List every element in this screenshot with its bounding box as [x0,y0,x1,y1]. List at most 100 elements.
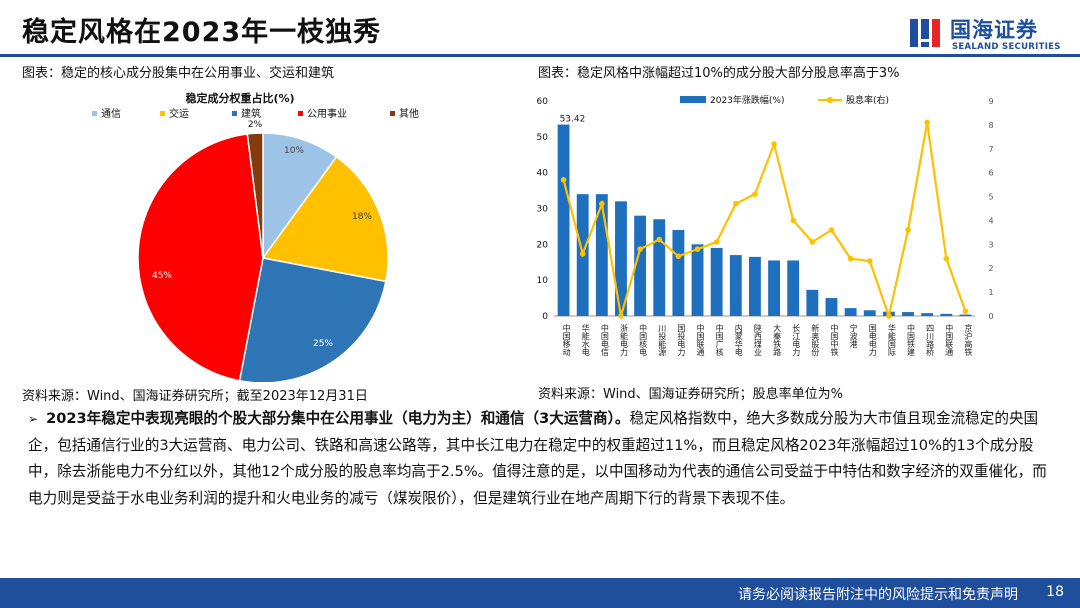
pie-legend-label: 其他 [399,107,419,120]
body-paragraph: ➢ 2023年稳定中表现亮眼的个股大部分集中在公用事业（电力为主）和通信（3大运营… [28,406,1058,512]
page-title: 稳定风格在2023年一枝独秀 [22,17,382,48]
left-chart-caption: 图表：稳定的核心成分股集中在公用事业、交运和建筑 [22,66,335,81]
x-tick-label: 新奥股份 [811,323,820,357]
x-tick-label: 华能国际 [887,323,896,357]
bar [959,314,972,316]
line-point [809,239,816,245]
pie-data-label: 10% [284,146,304,156]
y2-tick-label: 0 [988,312,993,321]
bar [729,255,742,316]
line-point [943,255,950,262]
line-point [694,246,701,252]
bar [672,230,685,316]
y2-tick-label: 2 [988,264,993,273]
legend-line-label: 股息率(右) [846,94,889,106]
line-point [560,177,567,183]
company-logo: 国海证券 SEALAND SECURITIES [908,14,1068,54]
logo-chinese: 国海证券 [950,18,1038,42]
x-tick-label: 华能水电 [581,323,590,356]
x-tick-label: 国投电力 [677,324,686,357]
pie-slice [262,132,338,261]
bar [634,215,647,316]
bar [691,244,704,316]
bar [557,124,570,316]
y2-tick-label: 1 [988,288,993,297]
dividend-line [562,122,967,321]
legend-line-marker [827,97,833,103]
x-tick-label: 四川路桥 [926,324,935,357]
y2-tick-label: 6 [988,169,993,178]
x-tick-label: 中国联通 [696,323,705,357]
x-tick-label: 内蒙华电 [734,323,743,356]
x-tick-label: 中国中铁 [830,323,839,357]
body-rest: 稳定风格指数中，绝大多数成分股为大市值且现金流稳定的央国企，包括通信行业的3大运… [28,410,1047,507]
pie-legend-label: 建筑 [241,107,261,120]
footer-bar: 请务必阅读报告附注中的风险提示和免责声明 18 [0,578,1080,608]
logo-english: SEALAND SECURITIES [952,42,1061,52]
pie-data-label: 2% [248,120,263,130]
y2-tick-label: 5 [988,193,993,202]
y-tick-label: 50 [537,133,549,143]
line-point [905,227,911,233]
x-tick-label: 中国联通 [945,323,954,357]
y-tick-label: 40 [537,169,549,179]
pie-legend-swatch [160,111,165,116]
x-tick-label: 长江电力 [792,323,801,357]
line-point [828,227,835,233]
line-point [713,239,720,245]
y-tick-label: 20 [537,240,549,250]
line-point [771,141,777,147]
line-point [962,308,969,315]
bar [595,194,608,316]
right-chart-source: 资料来源：Wind、国海证券研究所；股息率单位为% [538,387,844,402]
pie-data-label: 25% [313,339,333,349]
line-point [656,236,663,243]
pie-slice [137,133,264,382]
pie-legend-label: 公用事业 [307,107,347,120]
pie-legend-swatch [298,111,303,116]
body-lead: 2023年稳定中表现亮眼的个股大部分集中在公用事业（电力为主）和通信（3大运营商… [46,410,630,427]
x-tick-label: 宁波港 [849,323,858,349]
pie-slice [261,155,389,283]
line-point [618,313,624,319]
pie-data-label: 18% [352,212,372,222]
bar [921,313,934,316]
y-tick-label: 30 [537,205,549,215]
pie-legend-label: 交运 [169,107,189,120]
x-tick-label: 京沪高铁 [964,323,973,357]
line-point [886,313,892,319]
y2-tick-label: 4 [988,216,993,225]
line-point [675,253,682,260]
y2-tick-label: 7 [988,145,993,154]
y-tick-label: 0 [542,312,548,322]
bar [787,260,800,316]
x-tick-label: 川投能源 [658,324,667,357]
x-tick-label: 中国铁建 [907,323,916,357]
bar [902,312,914,316]
bar [806,289,819,316]
line-point [579,251,586,257]
y-tick-label: 10 [537,276,549,286]
x-tick-label: 中国移动 [562,323,571,357]
title-divider [0,54,1080,57]
footer-disclaimer: 请务必阅读报告附注中的风险提示和免责声明 [738,587,1018,603]
bar [653,219,666,316]
pie-legend-swatch [232,111,237,116]
x-tick-label: 中国电信 [600,323,609,357]
bar [748,256,761,316]
arrow-bullet-icon: ➢ [28,412,39,426]
pie-chart: 稳定成分权重占比(%) 通信 交运 建筑 公用事业 其他 10% 18% 25% 45% 2% [92,91,419,382]
line-point [599,200,605,207]
pie-legend-label: 通信 [101,108,121,120]
legend-bar-label: 2023年涨跌幅(%) [710,94,784,106]
y-tick-label: 60 [537,97,549,107]
bar-line-chart: 0 10 20 30 40 50 60 0 1 2 3 4 5 6 7 8 9 2023年涨跌幅(%) 股息率(右)… [537,94,994,357]
line-point [732,200,739,207]
line-point [847,255,854,262]
x-tick-label: 国电电力 [868,324,877,357]
legend-bar-swatch [680,96,706,103]
pie-slice [246,132,264,259]
line-point [752,191,758,197]
y2-tick-label: 9 [988,97,993,106]
bar [940,313,953,316]
